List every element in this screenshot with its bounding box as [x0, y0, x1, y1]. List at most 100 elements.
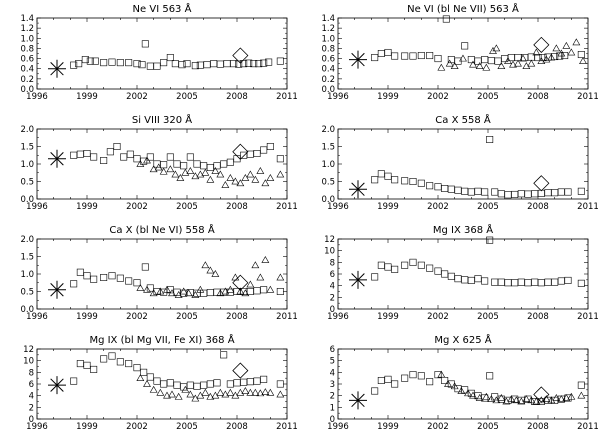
square-point	[391, 52, 399, 60]
x-tick-label: 1996	[26, 202, 48, 212]
square-point	[486, 136, 494, 144]
star-point	[349, 50, 367, 69]
y-tick-label: 2.0	[321, 125, 335, 135]
star-stroke	[50, 283, 64, 297]
square-point	[138, 61, 146, 69]
y-tick-label: 2	[330, 392, 335, 402]
y-tick-label: 4	[330, 368, 335, 378]
triangle-point	[489, 46, 497, 54]
square-point	[255, 60, 263, 68]
square-point	[454, 275, 462, 283]
square-point	[125, 360, 133, 368]
panel-title: Ne VI 563 Å	[133, 2, 192, 15]
square-point	[491, 278, 499, 286]
triangle-point	[174, 392, 183, 400]
square-point	[557, 188, 565, 196]
y-tick-label: 2.0	[20, 235, 34, 245]
plot-frame	[36, 238, 288, 310]
square-point	[544, 189, 552, 197]
triangle-point	[136, 374, 145, 382]
triangle-point	[577, 391, 586, 399]
x-tick-label: 1996	[26, 422, 48, 432]
x-tick-label: 2005	[477, 422, 499, 432]
square-point	[409, 52, 417, 60]
square-point	[100, 157, 108, 165]
triangle-point	[149, 165, 158, 173]
square-point	[454, 57, 462, 65]
star-stroke	[351, 393, 365, 408]
triangle-point	[149, 289, 158, 297]
square-point	[481, 277, 489, 285]
triangle-point	[251, 388, 260, 396]
triangle-point	[246, 170, 255, 178]
square-point	[230, 60, 238, 68]
square-point	[557, 277, 565, 285]
triangle-point	[216, 388, 225, 396]
x-tick-label: 1999	[377, 312, 399, 322]
x-tick-label: 2002	[126, 312, 148, 322]
y-tick-label: 0.5	[321, 178, 335, 188]
triangle-point	[211, 269, 220, 277]
square-point	[491, 188, 499, 196]
square-point	[153, 160, 161, 168]
star-point	[48, 59, 66, 78]
y-tick-label: 1.5	[20, 143, 34, 153]
square-point	[501, 55, 509, 63]
square-point	[564, 394, 572, 402]
triangle-point	[497, 393, 506, 401]
square-point	[494, 57, 502, 65]
square-point	[517, 278, 525, 286]
square-point	[461, 187, 469, 195]
square-point	[564, 188, 572, 196]
square-point	[577, 187, 585, 195]
triangle-point	[509, 60, 517, 68]
square-point	[384, 172, 392, 180]
x-tick-label: 2008	[527, 202, 549, 212]
square-point	[531, 190, 539, 198]
square-point	[146, 373, 154, 381]
y-tick-label: 2	[330, 293, 335, 303]
triangle-point	[266, 285, 275, 293]
x-tick-label: 2011	[577, 312, 599, 322]
square-point	[524, 279, 532, 287]
square-point	[206, 380, 214, 388]
square-point	[434, 55, 442, 63]
square-point	[391, 380, 399, 388]
triangle-point	[266, 173, 275, 181]
triangle-point	[522, 395, 531, 403]
panel-title: Mg X 625 Å	[434, 333, 491, 346]
y-tick-label: 1.4	[321, 14, 335, 24]
square-point	[173, 160, 181, 168]
x-tick-label: 2011	[577, 202, 599, 212]
square-point	[577, 381, 585, 389]
triangle-point	[469, 391, 477, 399]
triangle-point	[236, 388, 245, 396]
square-point	[577, 51, 585, 59]
square-point	[245, 59, 253, 67]
triangle-point	[216, 170, 225, 178]
triangle-point	[482, 63, 491, 71]
y-tick-label: 12	[23, 345, 34, 355]
square-point	[474, 275, 482, 283]
triangle-point	[176, 173, 185, 181]
triangle-point	[552, 393, 561, 401]
square-point	[100, 273, 108, 281]
triangle-point	[201, 388, 210, 396]
plot-frame	[337, 17, 589, 90]
square-point	[447, 380, 455, 388]
square-point	[90, 153, 98, 161]
star-point	[48, 376, 66, 395]
diamond-point	[232, 362, 249, 379]
x-tick-label: 2005	[477, 202, 499, 212]
triangle-point	[143, 379, 151, 387]
square-point	[384, 375, 392, 383]
plot-frame	[337, 128, 589, 200]
triangle-point	[457, 386, 466, 394]
y-tick-label: 0.0	[321, 195, 335, 205]
square-point	[200, 381, 208, 389]
square-point	[401, 177, 409, 185]
y-tick-label: 0.2	[20, 75, 34, 85]
y-tick-label: 3	[330, 380, 335, 390]
square-point	[441, 270, 449, 278]
square-point	[113, 143, 121, 151]
